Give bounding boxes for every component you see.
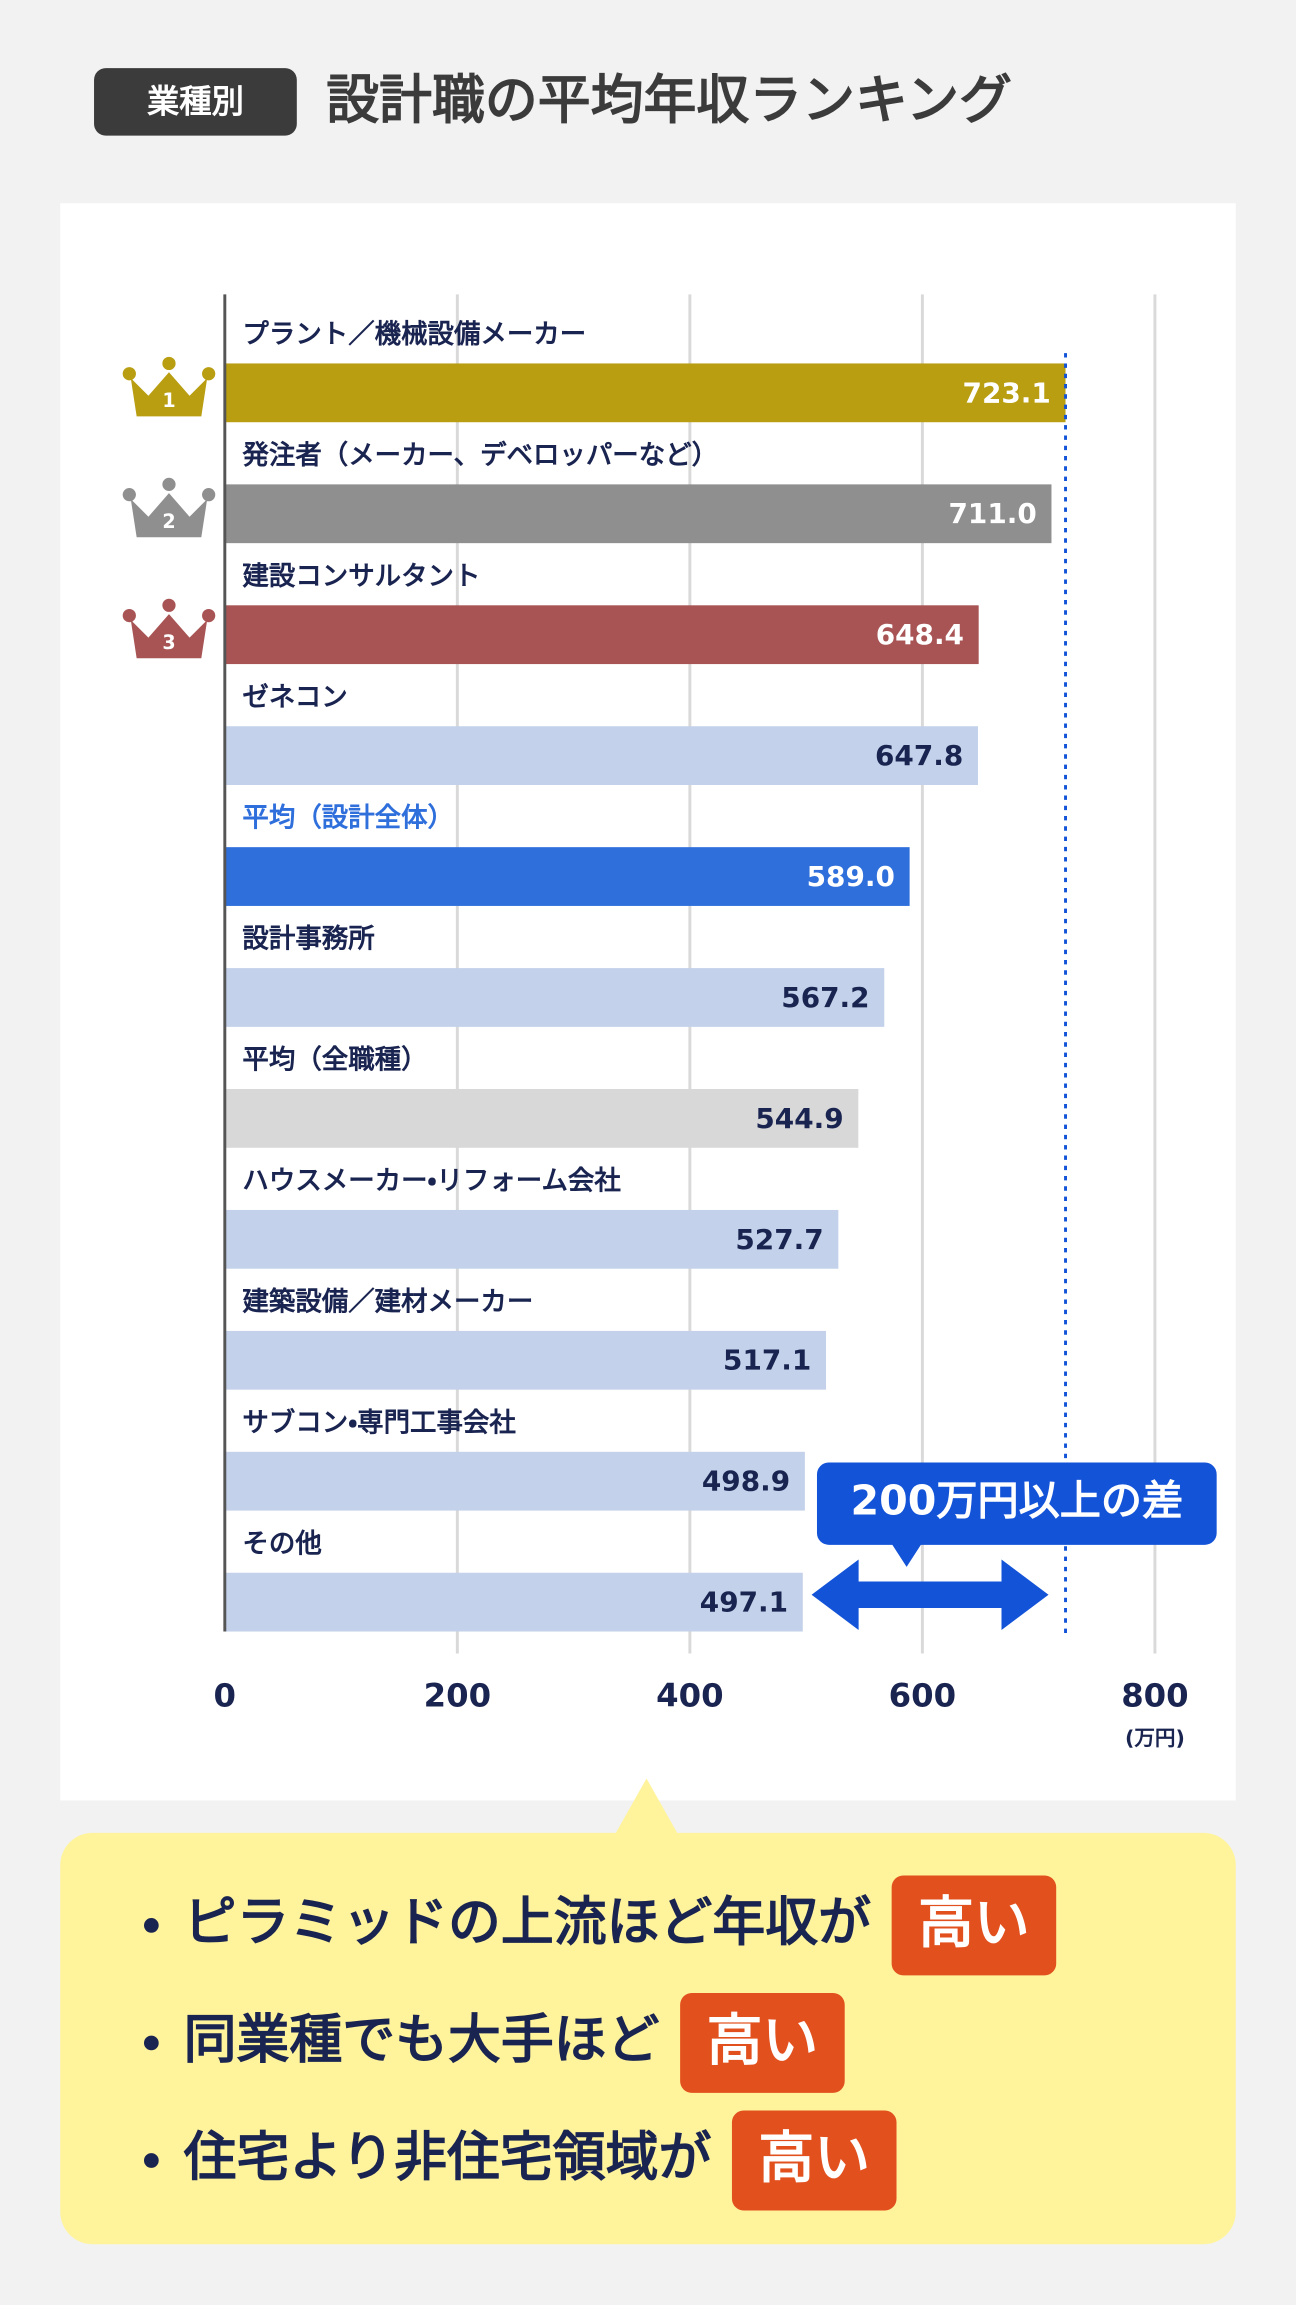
crown-jewel: [122, 608, 136, 623]
bar: [224, 1330, 827, 1390]
crown-jewel: [202, 367, 216, 381]
chart: 0 200 400 600 800 (万円) プラント／機械設備メーカー 723.1 発注者（メ…: [122, 294, 1217, 1750]
bullet: [144, 2035, 159, 2051]
rank-label: 3: [162, 631, 175, 654]
annotation-box: [816, 1462, 1217, 1545]
note-text: ピラミッドの上流ほど年収が: [184, 1892, 872, 1953]
value-label: 589.0: [807, 860, 895, 893]
value-label: 497.1: [700, 1586, 788, 1619]
bar: [224, 605, 979, 665]
category-label: 建築設備／建材メーカー: [242, 1286, 533, 1317]
crown: [130, 614, 208, 659]
note-text: 住宅より非住宅領域が: [183, 2127, 712, 2188]
crown-jewel: [162, 598, 176, 612]
highlight-text: 高い: [918, 1891, 1030, 1956]
category-label: 建設コンサルタント: [242, 561, 480, 592]
value-label: 517.1: [723, 1344, 811, 1377]
x-tick-label: 200: [424, 1677, 491, 1715]
highlight-box: [731, 2110, 897, 2211]
value-label: 647.8: [875, 739, 963, 772]
category-label: 設計事務所: [242, 924, 374, 955]
category-label: サブコン・専門工事会社: [242, 1407, 516, 1438]
bar: [224, 1572, 803, 1632]
annotation: 200万円以上の差: [851, 1477, 1184, 1525]
bar: [224, 484, 1052, 544]
crown: [130, 493, 208, 538]
badge-text: 業種別: [147, 82, 244, 120]
category-label: 平均（全職種）: [242, 1045, 427, 1076]
callout-pointer: [614, 1778, 679, 1836]
value-label: 711.0: [948, 497, 1036, 530]
annotation-pointer: [890, 1541, 923, 1567]
bar: [224, 1089, 859, 1148]
rank-label: 2: [162, 510, 175, 533]
crown-jewel: [122, 488, 136, 502]
bar: [224, 726, 978, 786]
highlight-box: [891, 1875, 1057, 1976]
bar: [224, 1209, 839, 1269]
highlight-text: 高い: [707, 2009, 819, 2074]
rank-label: 1: [162, 389, 175, 412]
highlight-text: 高い: [758, 2126, 870, 2191]
category-label: 平均（設計全体）: [242, 803, 454, 834]
crown: [130, 372, 208, 417]
bar: [224, 363, 1066, 423]
value-label: 723.1: [963, 376, 1051, 409]
title: 設計職の平均年収ランキング: [326, 70, 1012, 131]
x-tick-label: 800: [1121, 1677, 1188, 1715]
note-text: 同業種でも大手ほど: [184, 2010, 660, 2071]
highlight-box: [680, 1992, 845, 2093]
value-label: 527.7: [735, 1223, 823, 1256]
category-label: その他: [242, 1528, 321, 1559]
value-label: 648.4: [876, 618, 964, 651]
value-label: 498.9: [702, 1465, 790, 1498]
category-label: ハウスメーカー・リフォーム会社: [242, 1166, 621, 1197]
bullet: [144, 2153, 159, 2168]
category-label: プラント／機械設備メーカー: [242, 319, 586, 350]
badge: [94, 68, 297, 136]
bar: [224, 1451, 805, 1511]
bullet: [144, 1918, 159, 1933]
value-label: 567.2: [781, 981, 869, 1014]
value-label: 544.9: [755, 1102, 843, 1135]
category-label: 発注者（メーカー、デベロッパーなど）: [241, 440, 718, 471]
crown-jewel: [122, 367, 136, 381]
difference-arrow: [811, 1559, 1049, 1631]
x-tick-label: 0: [214, 1677, 236, 1715]
crown-jewel: [202, 608, 216, 623]
crown-jewel: [202, 488, 216, 502]
category-label: ゼネコン: [242, 682, 347, 713]
crown-jewel: [162, 477, 176, 491]
x-tick-label: 400: [656, 1677, 723, 1715]
x-tick-label: 600: [889, 1677, 956, 1715]
bar: [224, 968, 885, 1027]
x-unit: (万円): [1125, 1726, 1185, 1750]
crown-jewel: [162, 356, 176, 371]
bar: [224, 847, 910, 906]
